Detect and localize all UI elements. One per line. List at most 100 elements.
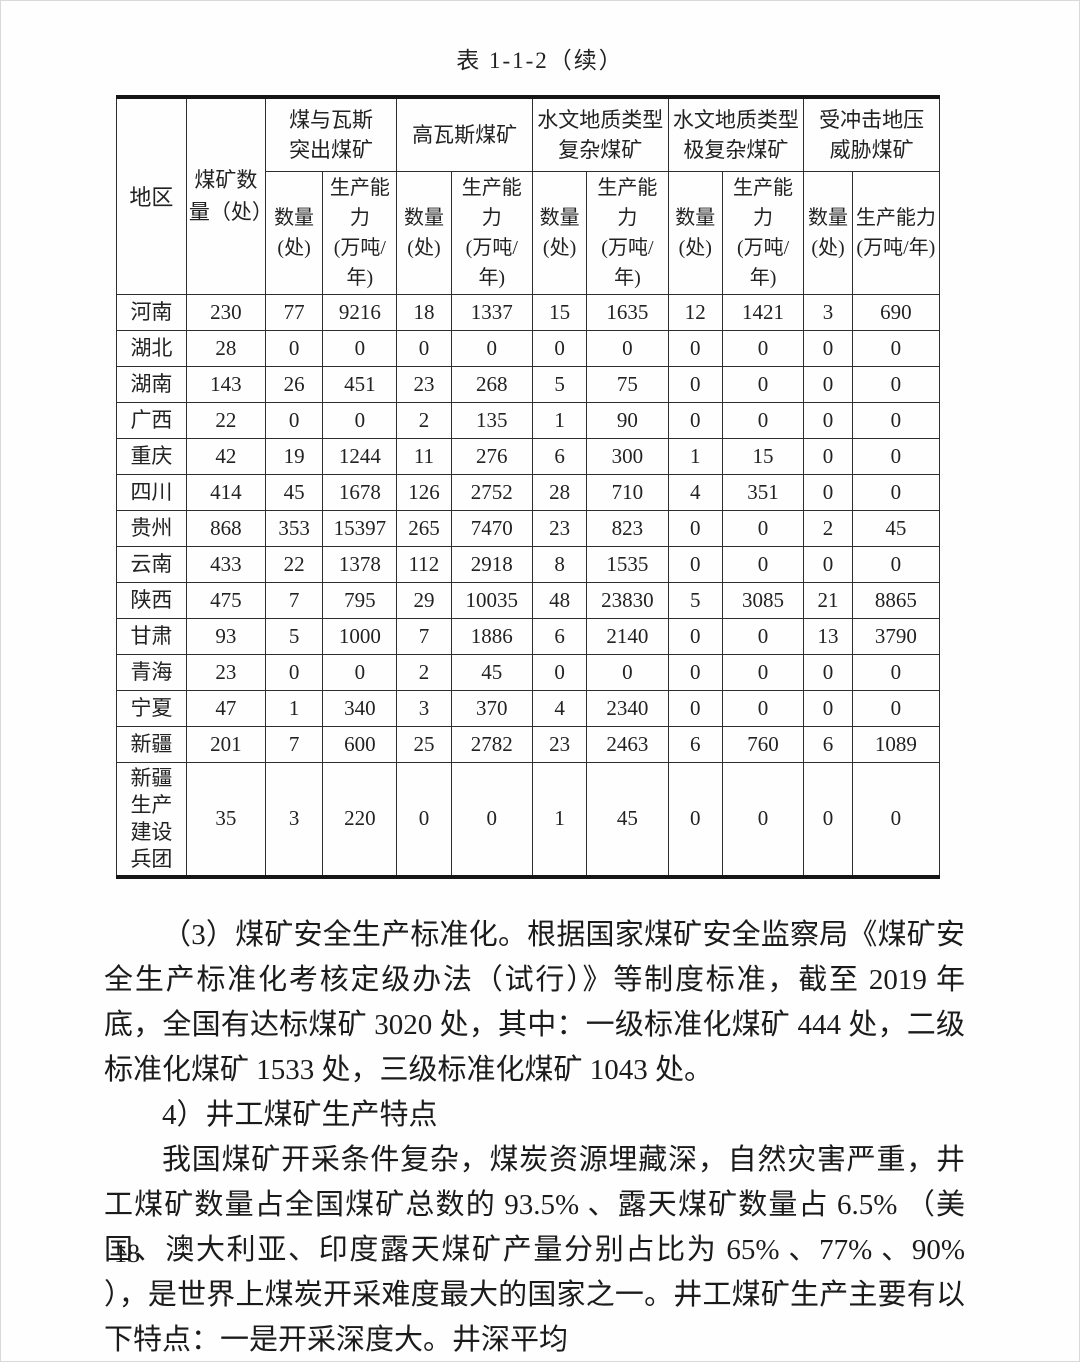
- value-cell: 0: [721, 509, 805, 547]
- value-cell: 0: [586, 653, 669, 691]
- value-cell: 3: [803, 293, 853, 331]
- value-cell: 1244: [322, 437, 398, 475]
- column-header-total-mines: 煤矿数 量（处）: [185, 95, 266, 295]
- value-cell: 265: [396, 509, 452, 547]
- value-cell: 23: [531, 509, 588, 547]
- sub-header-capacity: 生产能力 (万吨/年): [586, 170, 669, 295]
- value-cell: 6: [667, 725, 723, 763]
- table-row: 广西 22 0 0 2 135 1 90 0 0 0 0: [116, 401, 941, 439]
- value-cell: 3085: [721, 581, 805, 619]
- value-cell: 5: [264, 617, 324, 655]
- sub-header-capacity: 生产能力 (万吨/年): [450, 170, 533, 295]
- value-cell: 12: [667, 293, 723, 331]
- region-cell: 新疆生产建设兵团: [116, 761, 187, 879]
- value-cell: 6: [531, 437, 588, 475]
- value-cell: 276: [450, 437, 533, 475]
- column-group-hydro-complex: 水文地质类型 复杂煤矿: [531, 95, 669, 172]
- table-row: 甘肃 93 5 1000 7 1886 6 2140 0 0 13 3790: [116, 617, 941, 655]
- value-cell: 0: [851, 329, 941, 367]
- value-cell: 2140: [586, 617, 669, 655]
- sub-header-capacity: 生产能力 (万吨/年): [851, 170, 941, 295]
- table-row: 四川 414 45 1678 126 2752 28 710 4 351 0 0: [116, 473, 941, 511]
- value-cell: 0: [721, 545, 805, 583]
- page-number: 18: [114, 1239, 140, 1268]
- value-cell: 15: [531, 293, 588, 331]
- value-cell: 0: [851, 473, 941, 511]
- value-cell: 0: [851, 545, 941, 583]
- value-cell: 0: [450, 329, 533, 367]
- value-cell: 1: [531, 761, 588, 879]
- column-group-hydro-extreme: 水文地质类型 极复杂煤矿: [667, 95, 805, 172]
- value-cell: 1337: [450, 293, 533, 331]
- value-cell: 433: [185, 545, 266, 583]
- value-cell: 475: [185, 581, 266, 619]
- value-cell: 230: [185, 293, 266, 331]
- value-cell: 6: [803, 725, 853, 763]
- value-cell: 0: [851, 761, 941, 879]
- value-cell: 760: [721, 725, 805, 763]
- value-cell: 0: [851, 437, 941, 475]
- value-cell: 0: [667, 653, 723, 691]
- paragraph-mining-characteristics: 我国煤矿开采条件复杂，煤炭资源埋藏深，自然灾害严重，井工煤矿数量占全国煤矿总数的…: [104, 1143, 965, 1356]
- sub-header-row: 数量 (处) 生产能力 (万吨/年) 数量 (处) 生产能力 (万吨/年) 数量…: [117, 170, 941, 295]
- value-cell: 1635: [586, 293, 669, 331]
- value-cell: 135: [450, 401, 533, 439]
- region-cell: 宁夏: [116, 689, 187, 727]
- value-cell: 0: [396, 329, 452, 367]
- value-cell: 0: [667, 545, 723, 583]
- value-cell: 75: [586, 365, 669, 403]
- value-cell: 90: [586, 401, 669, 439]
- value-cell: 0: [803, 437, 853, 475]
- table-header: 地区 煤矿数 量（处） 煤与瓦斯 突出煤矿 高瓦斯煤矿 水文地质类型 复杂煤矿 …: [116, 95, 941, 295]
- value-cell: 1678: [322, 473, 398, 511]
- value-cell: 1000: [322, 617, 398, 655]
- value-cell: 3790: [851, 617, 941, 655]
- value-cell: 0: [531, 329, 588, 367]
- value-cell: 0: [803, 401, 853, 439]
- value-cell: 3: [264, 761, 324, 879]
- value-cell: 1421: [721, 293, 805, 331]
- value-cell: 0: [667, 365, 723, 403]
- value-cell: 4: [531, 689, 588, 727]
- value-cell: 0: [667, 689, 723, 727]
- table-row: 湖北 28 0 0 0 0 0 0 0 0 0 0: [116, 329, 941, 367]
- value-cell: 9216: [322, 293, 398, 331]
- value-cell: 0: [721, 401, 805, 439]
- value-cell: 22: [185, 401, 266, 439]
- value-cell: 47: [185, 689, 266, 727]
- sub-header-count: 数量 (处): [264, 170, 324, 295]
- value-cell: 220: [322, 761, 398, 879]
- section-heading-underground-mines: 4）井工煤矿生产特点: [162, 1098, 438, 1131]
- value-cell: 28: [531, 473, 588, 511]
- value-cell: 0: [851, 653, 941, 691]
- value-cell: 10035: [450, 581, 533, 619]
- value-cell: 0: [803, 473, 853, 511]
- value-cell: 13: [803, 617, 853, 655]
- value-cell: 2340: [586, 689, 669, 727]
- value-cell: 5: [667, 581, 723, 619]
- value-cell: 7470: [450, 509, 533, 547]
- region-cell: 云南: [116, 545, 187, 583]
- value-cell: 42: [185, 437, 266, 475]
- value-cell: 823: [586, 509, 669, 547]
- value-cell: 19: [264, 437, 324, 475]
- value-cell: 0: [803, 689, 853, 727]
- value-cell: 1535: [586, 545, 669, 583]
- value-cell: 2782: [450, 725, 533, 763]
- value-cell: 0: [803, 329, 853, 367]
- value-cell: 351: [721, 473, 805, 511]
- value-cell: 2: [396, 401, 452, 439]
- value-cell: 300: [586, 437, 669, 475]
- value-cell: 45: [264, 473, 324, 511]
- sub-header-count: 数量 (处): [667, 170, 723, 295]
- value-cell: 0: [586, 329, 669, 367]
- value-cell: 26: [264, 365, 324, 403]
- value-cell: 23: [396, 365, 452, 403]
- sub-header-count: 数量 (处): [803, 170, 853, 295]
- region-cell: 广西: [116, 401, 187, 439]
- region-cell: 四川: [116, 473, 187, 511]
- value-cell: 0: [803, 365, 853, 403]
- value-cell: 23: [531, 725, 588, 763]
- value-cell: 0: [721, 689, 805, 727]
- value-cell: 5: [531, 365, 588, 403]
